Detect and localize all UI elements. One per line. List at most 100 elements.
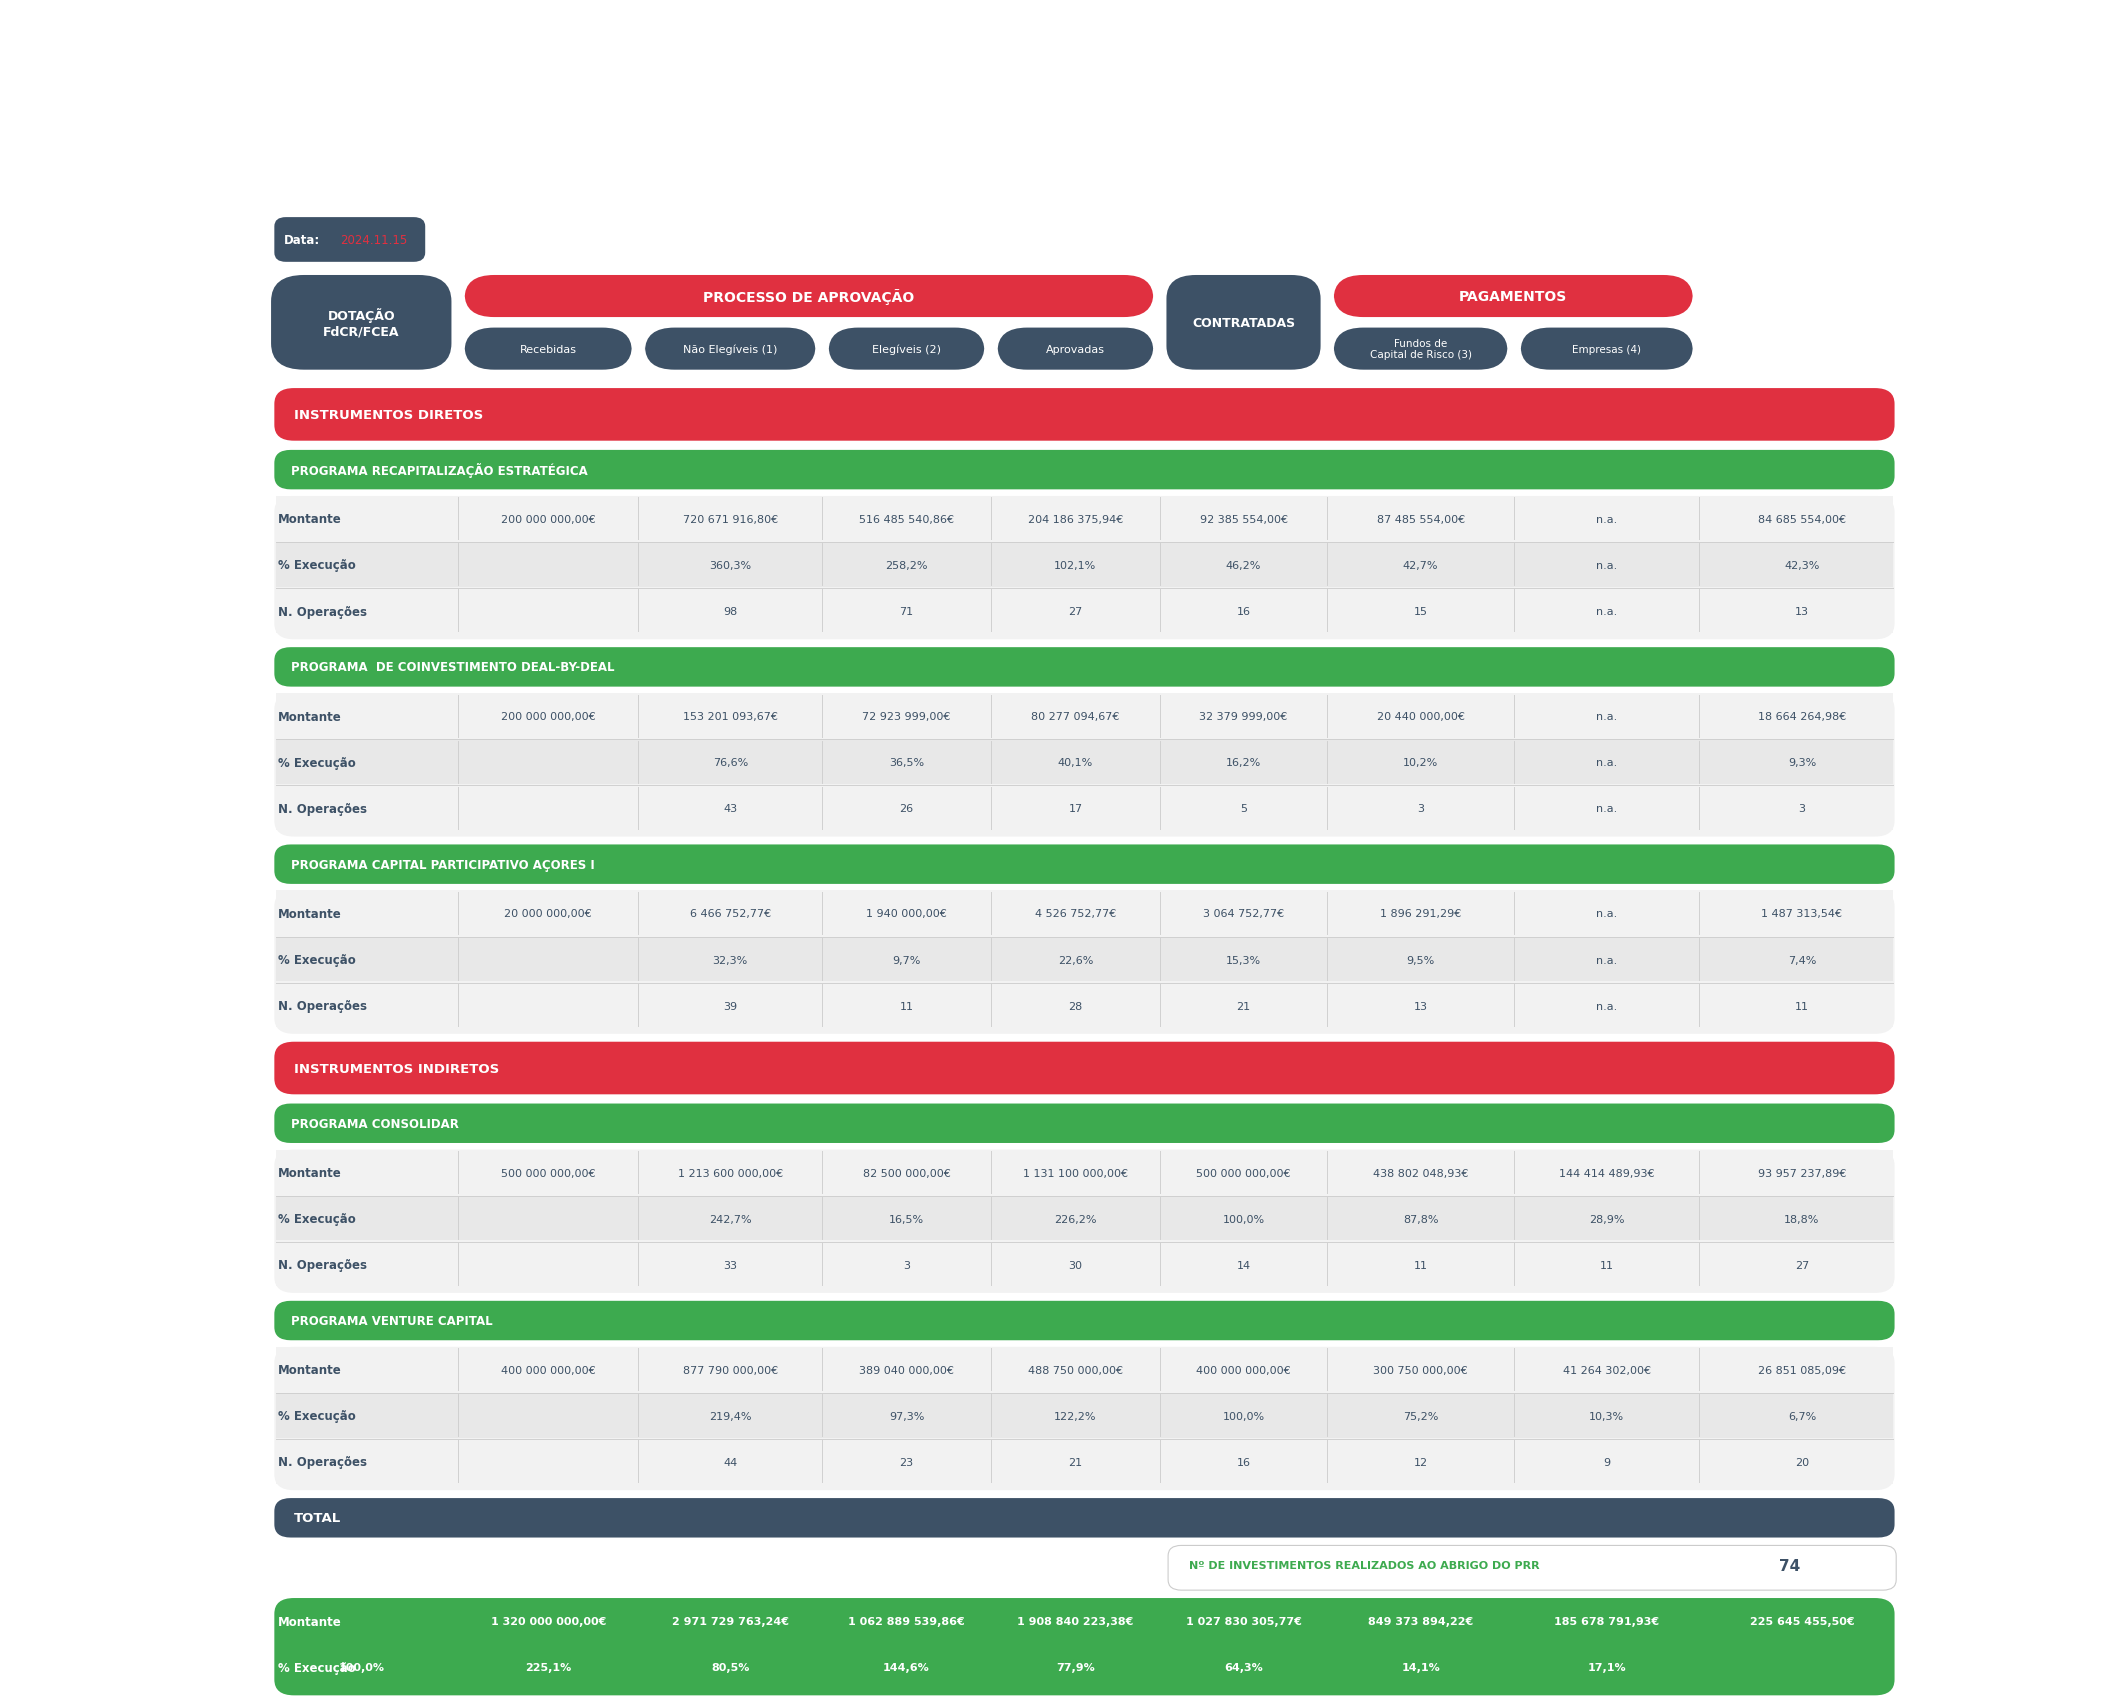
Text: 200 000 000,00€: 200 000 000,00€ — [501, 712, 595, 722]
Text: 98: 98 — [724, 606, 736, 616]
Text: Elegíveis (2): Elegíveis (2) — [872, 345, 942, 355]
Text: 1 027 830 305,77€: 1 027 830 305,77€ — [1185, 1617, 1301, 1627]
Text: DOTAÇÃO
FdCR/FCEA: DOTAÇÃO FdCR/FCEA — [324, 309, 400, 338]
Text: 102,1%: 102,1% — [1054, 560, 1096, 570]
Text: 11: 11 — [899, 1000, 914, 1011]
Text: Montante: Montante — [277, 514, 341, 526]
FancyBboxPatch shape — [271, 277, 451, 370]
Text: 21: 21 — [1069, 1458, 1083, 1466]
Text: 13: 13 — [1413, 1000, 1428, 1011]
Text: 43: 43 — [724, 804, 736, 814]
Text: Montante: Montante — [277, 1364, 341, 1376]
Text: Montante: Montante — [277, 908, 341, 920]
Text: n.a.: n.a. — [1595, 712, 1617, 722]
Text: 82 500 000,00€: 82 500 000,00€ — [863, 1168, 950, 1178]
Text: n.a.: n.a. — [1595, 908, 1617, 918]
Bar — [275, 891, 1894, 935]
Text: 1 940 000,00€: 1 940 000,00€ — [865, 908, 946, 918]
Text: 74: 74 — [1780, 1558, 1801, 1572]
Text: 76,6%: 76,6% — [713, 758, 747, 768]
Text: 44: 44 — [724, 1458, 736, 1466]
Text: 64,3%: 64,3% — [1225, 1663, 1263, 1673]
Text: 26: 26 — [899, 804, 914, 814]
Text: 9: 9 — [1604, 1458, 1610, 1466]
Text: 153 201 093,67€: 153 201 093,67€ — [683, 712, 779, 722]
FancyBboxPatch shape — [275, 451, 1894, 490]
Text: 33: 33 — [724, 1260, 736, 1270]
Text: 14,1%: 14,1% — [1401, 1663, 1441, 1673]
Text: 122,2%: 122,2% — [1054, 1412, 1096, 1420]
Text: 46,2%: 46,2% — [1225, 560, 1261, 570]
Text: 144,6%: 144,6% — [882, 1663, 929, 1673]
Text: 1 908 840 223,38€: 1 908 840 223,38€ — [1018, 1617, 1134, 1627]
Text: N. Operações: N. Operações — [277, 606, 366, 618]
Text: TOTAL: TOTAL — [294, 1511, 341, 1524]
FancyBboxPatch shape — [275, 693, 1894, 836]
Text: 3: 3 — [1418, 804, 1424, 814]
Text: 144 414 489,93€: 144 414 489,93€ — [1559, 1168, 1655, 1178]
Text: Nº DE INVESTIMENTOS REALIZADOS AO ABRIGO DO PRR: Nº DE INVESTIMENTOS REALIZADOS AO ABRIGO… — [1189, 1560, 1540, 1570]
Text: 2024.11.15: 2024.11.15 — [341, 234, 406, 248]
Text: 185 678 791,93€: 185 678 791,93€ — [1553, 1617, 1659, 1627]
Text: 2 971 729 763,24€: 2 971 729 763,24€ — [671, 1617, 789, 1627]
Text: 360,3%: 360,3% — [709, 560, 751, 570]
Text: INSTRUMENTOS INDIRETOS: INSTRUMENTOS INDIRETOS — [294, 1062, 499, 1075]
Text: PROGRAMA RECAPITALIZAÇÃO ESTRATÉGICA: PROGRAMA RECAPITALIZAÇÃO ESTRATÉGICA — [290, 463, 588, 478]
FancyBboxPatch shape — [275, 389, 1894, 442]
Bar — [275, 1197, 1894, 1241]
Text: 877 790 000,00€: 877 790 000,00€ — [683, 1366, 779, 1376]
Text: Fundos de
Capital de Risco (3): Fundos de Capital de Risco (3) — [1369, 338, 1471, 360]
Text: 6 466 752,77€: 6 466 752,77€ — [690, 908, 770, 918]
FancyBboxPatch shape — [275, 1301, 1894, 1340]
FancyBboxPatch shape — [1166, 277, 1320, 370]
Text: 93 957 237,89€: 93 957 237,89€ — [1758, 1168, 1845, 1178]
Text: 3 064 752,77€: 3 064 752,77€ — [1204, 908, 1284, 918]
FancyBboxPatch shape — [275, 1104, 1894, 1144]
Text: 389 040 000,00€: 389 040 000,00€ — [859, 1366, 954, 1376]
Text: 14: 14 — [1236, 1260, 1251, 1270]
Text: 4 526 752,77€: 4 526 752,77€ — [1035, 908, 1115, 918]
FancyBboxPatch shape — [275, 1499, 1894, 1538]
Bar — [275, 589, 1894, 633]
Text: 15: 15 — [1413, 606, 1428, 616]
Text: 242,7%: 242,7% — [709, 1214, 751, 1224]
Text: n.a.: n.a. — [1595, 514, 1617, 524]
Text: 6,7%: 6,7% — [1788, 1412, 1816, 1420]
Text: % Execução: % Execução — [277, 1212, 355, 1226]
Text: % Execução: % Execução — [277, 756, 355, 770]
Text: 87 485 554,00€: 87 485 554,00€ — [1378, 514, 1464, 524]
FancyBboxPatch shape — [1333, 277, 1693, 318]
Text: N. Operações: N. Operações — [277, 1258, 366, 1272]
Bar — [275, 1243, 1894, 1287]
Text: 1 213 600 000,00€: 1 213 600 000,00€ — [677, 1168, 783, 1178]
Text: 10,2%: 10,2% — [1403, 758, 1439, 768]
Text: 13: 13 — [1794, 606, 1809, 616]
Text: % Execução: % Execução — [277, 560, 355, 572]
Text: % Execução: % Execução — [277, 1661, 355, 1673]
FancyBboxPatch shape — [645, 328, 815, 370]
Text: INSTRUMENTOS DIRETOS: INSTRUMENTOS DIRETOS — [294, 408, 482, 422]
Text: 500 000 000,00€: 500 000 000,00€ — [501, 1168, 595, 1178]
Text: 12: 12 — [1413, 1458, 1428, 1466]
Text: 21: 21 — [1236, 1000, 1251, 1011]
Text: 16,2%: 16,2% — [1225, 758, 1261, 768]
Text: 72 923 999,00€: 72 923 999,00€ — [863, 712, 950, 722]
Text: n.a.: n.a. — [1595, 560, 1617, 570]
Text: 80 277 094,67€: 80 277 094,67€ — [1030, 712, 1119, 722]
Text: 226,2%: 226,2% — [1054, 1214, 1096, 1224]
Text: % Execução: % Execução — [277, 1410, 355, 1422]
Text: 36,5%: 36,5% — [889, 758, 925, 768]
Text: 18 664 264,98€: 18 664 264,98€ — [1758, 712, 1845, 722]
Text: 11: 11 — [1600, 1260, 1615, 1270]
Text: Montante: Montante — [277, 1166, 341, 1180]
Text: PROGRAMA  DE COINVESTIMENTO DEAL-BY-DEAL: PROGRAMA DE COINVESTIMENTO DEAL-BY-DEAL — [290, 661, 614, 674]
Text: 32,3%: 32,3% — [713, 954, 747, 964]
Text: 26 851 085,09€: 26 851 085,09€ — [1758, 1366, 1845, 1376]
FancyBboxPatch shape — [1521, 328, 1693, 370]
Text: 225,1%: 225,1% — [525, 1663, 571, 1673]
Text: 23: 23 — [899, 1458, 914, 1466]
FancyBboxPatch shape — [466, 328, 633, 370]
Text: 17: 17 — [1069, 804, 1083, 814]
Text: 516 485 540,86€: 516 485 540,86€ — [859, 514, 954, 524]
Text: 28,9%: 28,9% — [1589, 1214, 1625, 1224]
